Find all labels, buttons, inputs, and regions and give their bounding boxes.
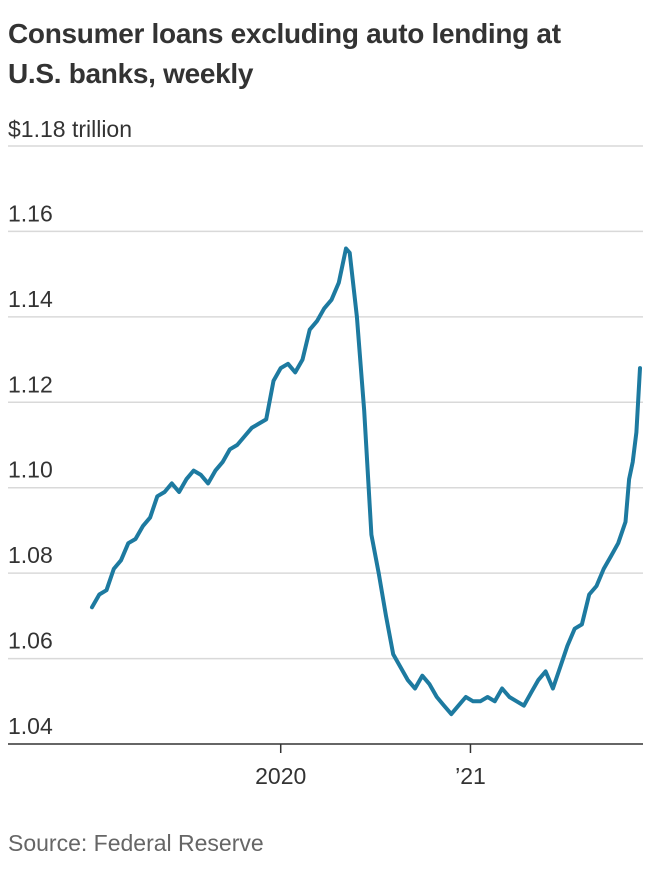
y-tick-label: 1.06 (8, 628, 53, 654)
series-line (92, 249, 640, 715)
x-tick-label: ’21 (455, 763, 486, 789)
x-axis: 2020 ’21 (8, 744, 643, 789)
y-tick-label: 1.12 (8, 371, 53, 397)
y-tick-label: 1.10 (8, 457, 53, 483)
series-lines (92, 249, 640, 715)
y-tick-label: 1.04 (8, 713, 53, 739)
y-tick-label: 1.08 (8, 542, 53, 568)
y-tick-label: 1.16 (8, 200, 53, 226)
grid-lines (8, 146, 643, 659)
source-note: Source: Federal Reserve (8, 830, 264, 857)
x-tick-label: 2020 (255, 763, 306, 789)
y-tick-label: 1.14 (8, 286, 53, 312)
